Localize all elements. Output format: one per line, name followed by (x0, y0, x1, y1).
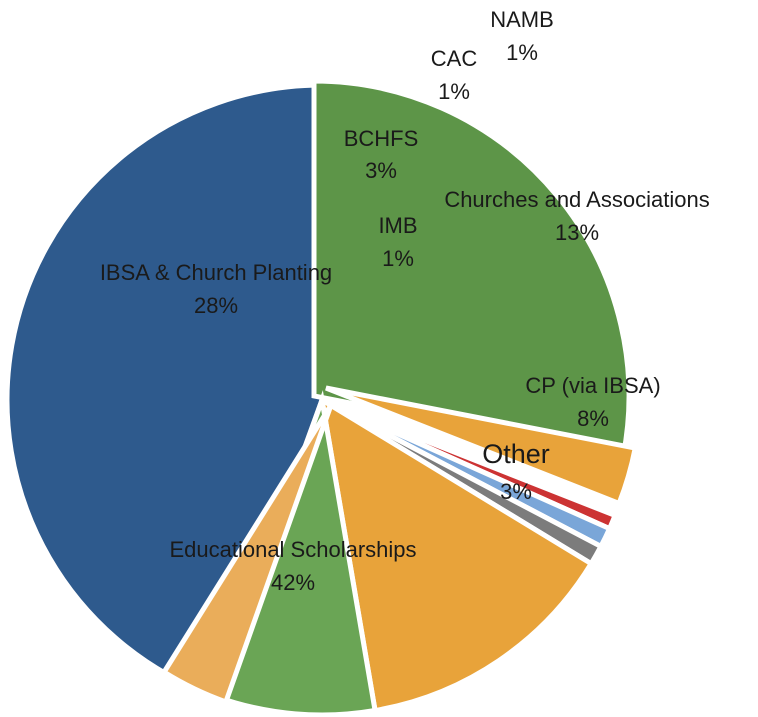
pie-slice-other (160, 403, 334, 706)
pie-slices (4, 78, 639, 717)
slice-pct-churches-and-associations: 13% (555, 220, 599, 245)
pie-labels: Educational Scholarships 42% IBSA & Chur… (100, 7, 710, 595)
slice-label-namb: NAMB (490, 7, 554, 32)
pie-slice-ibsa-church-planting (311, 78, 632, 460)
slice-label-bchfs: BCHFS (344, 126, 419, 151)
slice-pct-bchfs: 3% (365, 158, 397, 183)
slice-pct-ibsa-church-planting: 28% (194, 293, 238, 318)
slice-pct-other: 3% (500, 479, 532, 504)
slice-pct-namb: 1% (506, 40, 538, 65)
slice-label-churches-and-associations: Churches and Associations (444, 187, 709, 212)
slice-pct-educational-scholarships: 42% (271, 570, 315, 595)
slice-label-other: Other (482, 439, 550, 469)
pie-slice-churches-and-associations (318, 395, 595, 714)
slice-label-imb: IMB (378, 213, 417, 238)
slice-label-ibsa-church-planting: IBSA & Church Planting (100, 260, 332, 285)
slice-label-cp-via-ibsa: CP (via IBSA) (525, 373, 660, 398)
pie-slice-bchfs (325, 385, 639, 507)
slice-pct-imb: 1% (382, 246, 414, 271)
slice-pct-cac: 1% (438, 79, 470, 104)
slice-label-educational-scholarships: Educational Scholarships (169, 537, 416, 562)
slice-label-cac: CAC (431, 46, 478, 71)
slice-pct-cp-via-ibsa: 8% (577, 406, 609, 431)
